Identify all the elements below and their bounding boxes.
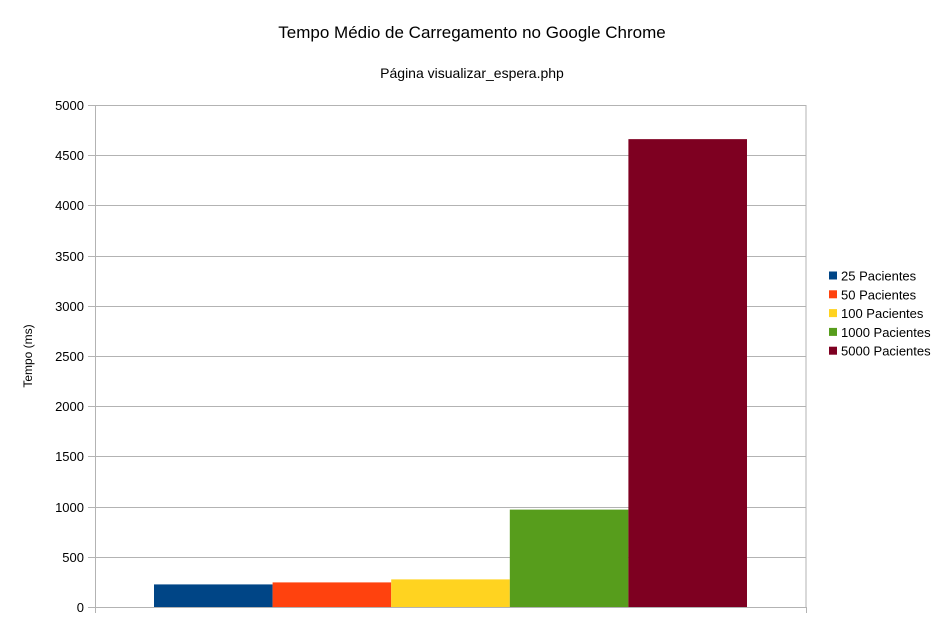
bar-5 — [628, 139, 747, 608]
legend-swatch — [829, 290, 837, 299]
legend-swatch — [829, 327, 837, 336]
bar-3 — [391, 579, 510, 607]
y-tick-label: 1000 — [55, 500, 84, 515]
y-tick-label: 0 — [77, 600, 84, 615]
axes — [88, 105, 807, 613]
legend-label: 100 Pacientes — [841, 306, 924, 321]
y-tick-label: 3500 — [55, 249, 84, 264]
y-tick-labels: 0 500 1000 1500 2000 2500 3000 3500 4000 4500 5000 — [55, 98, 84, 615]
bars — [154, 139, 747, 608]
bar-4 — [509, 509, 629, 607]
legend: 25 Pacientes 50 Pacientes 100 Pacientes 100… — [829, 269, 931, 359]
y-tick-label: 3000 — [55, 299, 84, 314]
legend-label: 1000 Pacientes — [841, 325, 931, 340]
legend-label: 5000 Pacientes — [841, 344, 931, 359]
y-tick-label: 2500 — [55, 349, 84, 364]
chart-subtitle: Página visualizar_espera.php — [380, 65, 564, 81]
y-tick-label: 5000 — [55, 98, 84, 113]
y-tick-label: 2000 — [55, 399, 84, 414]
legend-swatch — [829, 271, 837, 280]
legend-label: 50 Pacientes — [841, 287, 917, 302]
bar-2 — [272, 582, 392, 607]
legend-label: 25 Pacientes — [841, 269, 917, 284]
y-tick-label: 1500 — [55, 449, 84, 464]
y-tick-label: 4500 — [55, 148, 84, 163]
y-tick-label: 500 — [62, 550, 84, 565]
y-axis-label: Tempo (ms) — [21, 324, 35, 387]
y-tick-label: 4000 — [55, 198, 84, 213]
bar-1 — [154, 584, 273, 607]
legend-swatch — [829, 346, 837, 355]
chart-title: Tempo Médio de Carregamento no Google Ch… — [278, 23, 665, 42]
legend-swatch — [829, 309, 837, 318]
